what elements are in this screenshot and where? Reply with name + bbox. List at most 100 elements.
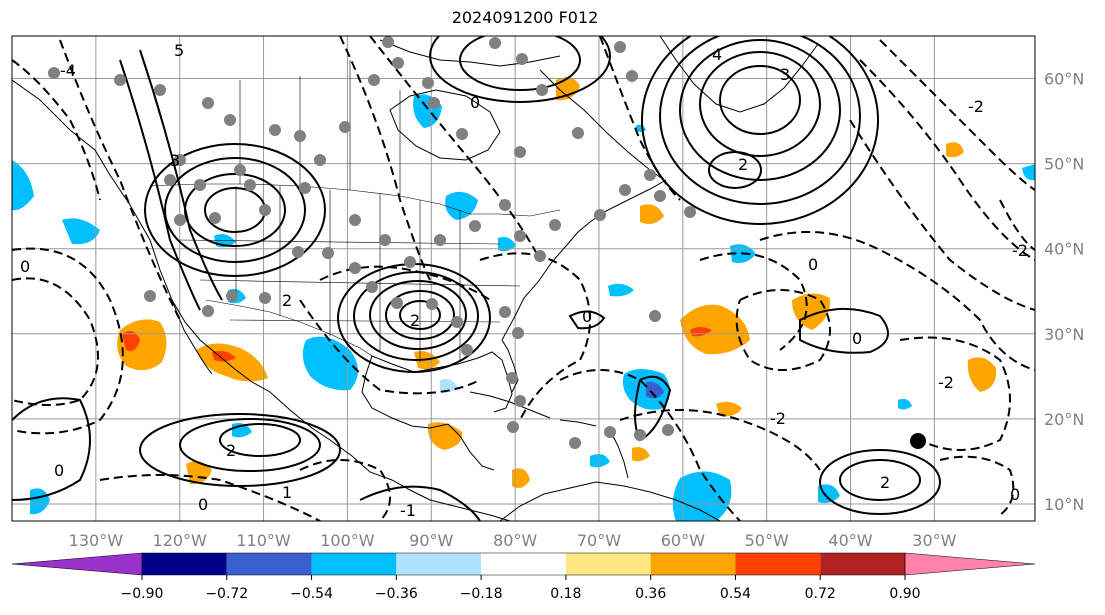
station-marker bbox=[202, 97, 214, 109]
contour-label: 0 bbox=[852, 329, 862, 348]
colorbar-tick-label: 0.36 bbox=[635, 586, 666, 602]
caribbean-arc bbox=[609, 429, 629, 479]
shade-orange-central-atlantic bbox=[680, 304, 750, 355]
contour-ne-high-2 bbox=[699, 51, 821, 157]
shade-lightblue-gulf bbox=[440, 379, 458, 393]
station-marker bbox=[174, 214, 186, 226]
station-marker bbox=[514, 146, 526, 158]
dash-south-1 bbox=[299, 459, 391, 521]
station-marker bbox=[649, 310, 661, 322]
hispaniola bbox=[559, 419, 597, 427]
dash-north-2 bbox=[369, 36, 541, 261]
contour-label: 4 bbox=[712, 45, 722, 64]
contour-label: 0 bbox=[20, 257, 30, 276]
station-marker bbox=[194, 179, 206, 191]
station-marker bbox=[506, 372, 518, 384]
station-marker bbox=[549, 219, 561, 231]
contour-pacific-1 bbox=[219, 423, 301, 457]
station-marker bbox=[514, 395, 526, 407]
contour-label: -2 bbox=[770, 409, 786, 428]
station-marker bbox=[366, 281, 378, 293]
station-marker bbox=[244, 179, 256, 191]
station-marker bbox=[144, 290, 156, 302]
shade-orange-subtrop bbox=[716, 401, 742, 417]
station-marker bbox=[379, 234, 391, 246]
longitude-labels: 130°W 120°W 110°W 100°W 90°W 80°W 70°W 60°W 50°W… bbox=[69, 531, 957, 550]
dash-east-4 bbox=[999, 199, 1035, 251]
station-marker bbox=[226, 290, 238, 302]
station-marker bbox=[594, 209, 606, 221]
station-marker bbox=[269, 124, 281, 136]
station-marker bbox=[292, 246, 304, 258]
dash-center-2 bbox=[559, 369, 741, 521]
arctic-islands bbox=[379, 39, 561, 67]
contour-label: 2 bbox=[282, 291, 292, 310]
colorbar: −0.90 −0.72 −0.54 −0.36 −0.18 0.18 0.36 0.54 0.7… bbox=[11, 552, 1036, 602]
dash-gulf-1 bbox=[319, 265, 491, 301]
shade-cyan-east bbox=[1022, 164, 1035, 181]
station-marker bbox=[426, 298, 438, 310]
contour-label: 0 bbox=[54, 461, 64, 480]
lon-label: 50°W bbox=[745, 531, 789, 550]
station-marker bbox=[368, 74, 380, 86]
dash-north-1 bbox=[339, 36, 431, 281]
station-marker bbox=[294, 130, 306, 142]
shade-orange-caribbean2 bbox=[632, 447, 650, 462]
baja-peninsula bbox=[171, 299, 213, 375]
lon-label: 80°W bbox=[493, 531, 537, 550]
lat-label: 20°N bbox=[1044, 410, 1084, 429]
contour-label: 0 bbox=[808, 255, 818, 274]
greenland-coast bbox=[659, 36, 819, 113]
lat-label: 40°N bbox=[1044, 240, 1084, 259]
colorbar-segment bbox=[650, 553, 736, 575]
shade-cyan-caribbean-s bbox=[590, 454, 610, 468]
station-marker bbox=[614, 41, 626, 53]
lat-label: 50°N bbox=[1044, 155, 1084, 174]
lon-label: 100°W bbox=[320, 531, 375, 550]
map-title: 2024091200 F012 bbox=[451, 8, 599, 27]
contour-sw-1 bbox=[12, 397, 91, 501]
dashed-contours bbox=[12, 36, 1035, 521]
colorbar-tick-label: −0.72 bbox=[205, 586, 248, 602]
contour-atl-e-1 bbox=[839, 459, 921, 501]
contour-label: -2 bbox=[968, 97, 984, 116]
dash-west-3 bbox=[59, 39, 181, 321]
lon-label: 90°W bbox=[409, 531, 453, 550]
shade-cyan-atl-mid bbox=[608, 283, 634, 297]
station-marker bbox=[644, 169, 656, 181]
dash-west-2 bbox=[12, 277, 99, 406]
station-marker bbox=[512, 327, 524, 339]
contour-ne-high-4 bbox=[659, 36, 861, 205]
shade-red-mexico bbox=[212, 350, 236, 362]
hudson-bay bbox=[389, 89, 501, 161]
contour-label: 5 bbox=[174, 41, 184, 60]
lon-label: 60°W bbox=[661, 531, 705, 550]
us-mexico-border bbox=[205, 299, 373, 357]
colorbar-tick-label: −0.54 bbox=[290, 586, 333, 602]
shade-cyan-carib-isle bbox=[898, 398, 912, 410]
station-marker bbox=[499, 306, 511, 318]
station-marker bbox=[536, 84, 548, 96]
station-marker bbox=[404, 256, 416, 268]
contour-label: 3 bbox=[170, 151, 180, 170]
dash-west-4 bbox=[12, 59, 101, 201]
station-marker bbox=[461, 344, 473, 356]
shade-orange-newfoundland bbox=[946, 142, 964, 158]
station-marker bbox=[654, 190, 666, 202]
station-marker bbox=[428, 97, 440, 109]
dash-center-3 bbox=[699, 252, 808, 351]
map-frame bbox=[11, 35, 1036, 522]
shade-cyan-sub-e bbox=[818, 484, 840, 504]
colorbar-extend-low bbox=[11, 552, 143, 576]
colorbar-outline bbox=[141, 552, 906, 576]
colorbar-segment bbox=[820, 553, 905, 575]
station-marker bbox=[684, 206, 696, 218]
contour-label: -2 bbox=[1012, 241, 1028, 260]
dash-ne-2 bbox=[879, 39, 1035, 191]
station-marker bbox=[174, 154, 186, 166]
station-marker bbox=[339, 121, 351, 133]
colorbar-tick-label: 0.54 bbox=[720, 586, 751, 602]
contour-atl-small bbox=[568, 310, 606, 330]
florida bbox=[501, 339, 519, 393]
station-marker bbox=[392, 57, 404, 69]
